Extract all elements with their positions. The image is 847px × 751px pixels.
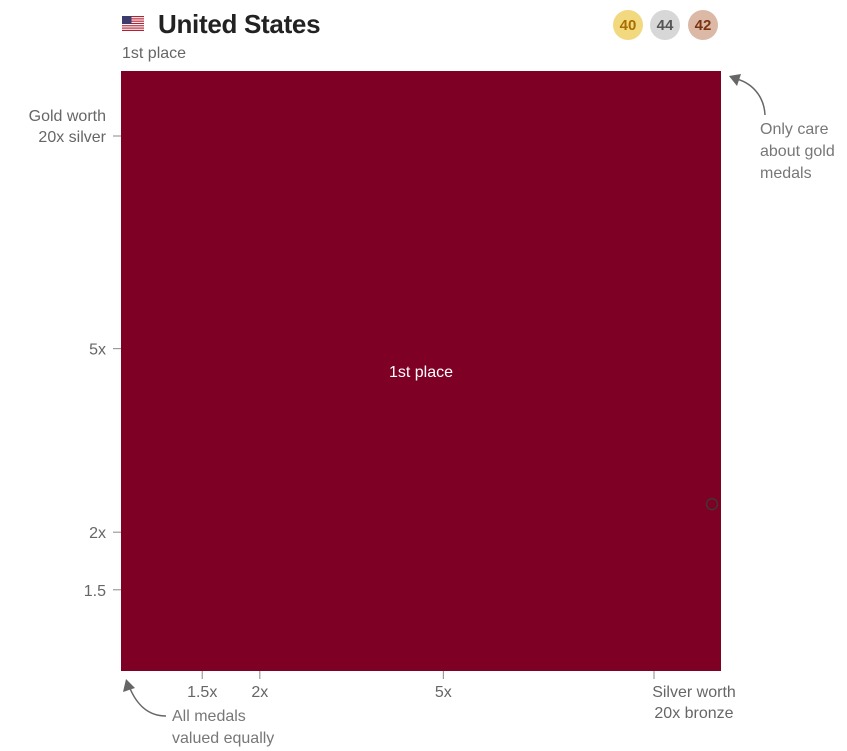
x-tick-label: 5x	[435, 684, 452, 701]
x-tick-label: Silver worth	[652, 684, 736, 701]
y-tick-label: Gold worth	[29, 108, 106, 125]
rank-label: 1st place	[122, 45, 187, 62]
silver-medal-count: 44	[650, 10, 680, 40]
rank-region	[121, 71, 721, 671]
gold-medal-count: 40	[613, 10, 643, 40]
region-label: 1st place	[389, 364, 453, 381]
y-tick-label: 5x	[89, 342, 106, 359]
position-marker	[705, 498, 719, 511]
annotation-line: All medals	[172, 708, 246, 725]
us-flag-icon	[122, 16, 144, 31]
arrowhead-gold-only	[729, 74, 741, 86]
arrow-equal-value	[128, 685, 167, 717]
annotation-line: valued equally	[172, 730, 275, 747]
y-tick-label: 2x	[89, 525, 106, 542]
annotation-line: medals	[760, 165, 812, 182]
annotation-line: Only care	[760, 121, 829, 138]
annotation-gold-only: Only care about gold medals	[760, 119, 835, 185]
y-tick-label: 20x silver	[38, 129, 106, 146]
y-tick-label: 1.5	[84, 583, 106, 600]
bronze-medal-count: 42	[688, 10, 718, 40]
x-tick-label: 20x bronze	[654, 705, 733, 722]
annotation-line: about gold	[760, 143, 835, 160]
annotation-equal-value: All medals valued equally	[172, 706, 274, 750]
x-tick-label: 2x	[251, 684, 268, 701]
arrowhead-equal-value	[123, 679, 135, 692]
country-name: United States	[158, 9, 321, 39]
x-tick-label: 1.5x	[187, 684, 217, 701]
